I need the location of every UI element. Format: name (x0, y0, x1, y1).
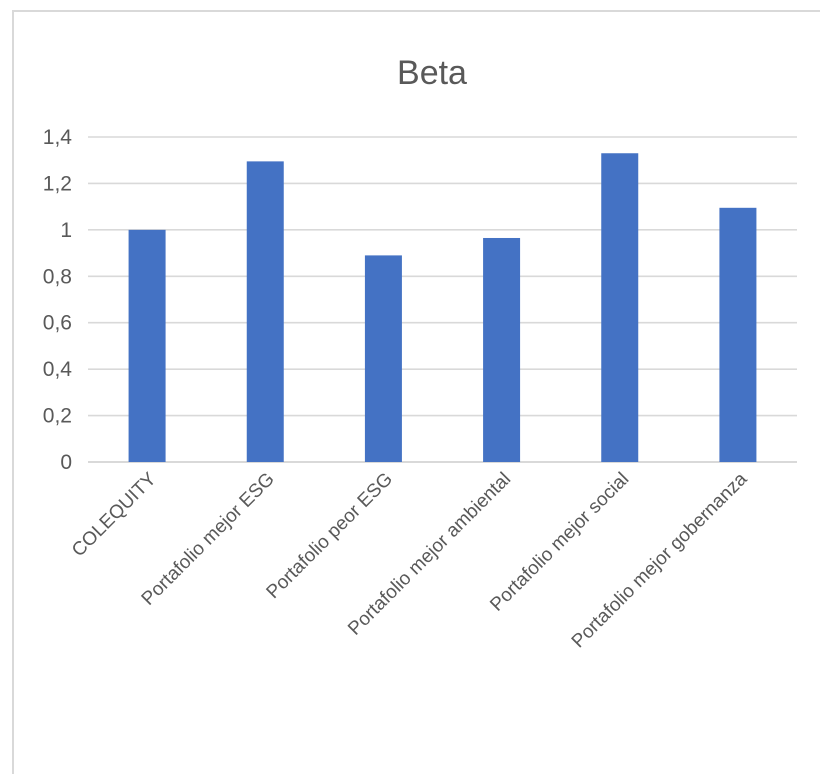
bar (128, 229, 166, 462)
bar (364, 255, 402, 462)
bar (483, 237, 521, 462)
y-tick-label: 1,4 (43, 126, 73, 149)
x-category-label: Portafolio peor ESG (263, 469, 397, 603)
x-category-label: Portafolio mejor ESG (138, 469, 279, 610)
bar (719, 207, 757, 462)
bar (601, 153, 639, 462)
y-tick-label: 0,4 (43, 358, 73, 381)
chart-title: Beta (397, 54, 467, 92)
x-category-label: COLEQUITY (68, 468, 161, 561)
y-tick-label: 0,6 (43, 312, 72, 335)
y-tick-label: 0 (60, 451, 72, 474)
y-axis-tick-labels: 0 0,2 0,4 0,6 0,8 1 1,2 1,4 (43, 126, 73, 474)
bar (246, 161, 284, 462)
y-tick-label: 0,2 (43, 405, 72, 428)
y-tick-label: 0,8 (43, 265, 72, 288)
y-tick-label: 1 (60, 219, 72, 242)
gridlines (88, 136, 797, 463)
y-tick-label: 1,2 (43, 172, 72, 195)
bars (128, 153, 757, 462)
